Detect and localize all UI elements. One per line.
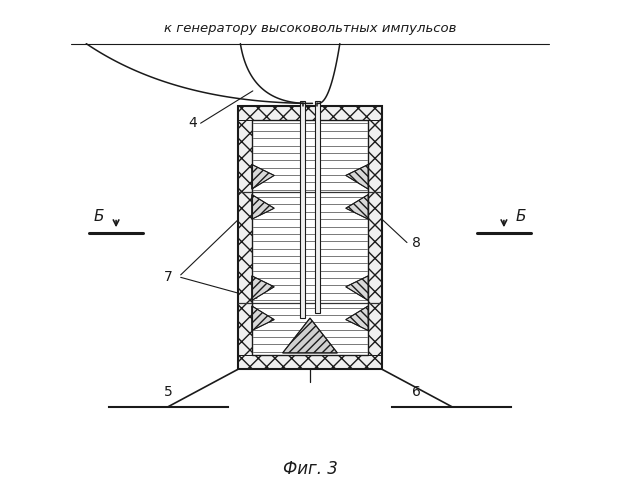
Text: 8: 8 [412,236,422,250]
Bar [315,101,320,313]
Text: 4: 4 [188,116,198,130]
Bar [252,120,368,356]
Bar [238,356,382,370]
Polygon shape [346,276,368,300]
Bar [300,101,305,318]
Text: 5: 5 [164,384,172,398]
Polygon shape [252,276,274,300]
Text: Б: Б [516,209,526,224]
Text: 7: 7 [164,270,172,284]
Polygon shape [252,194,274,219]
Polygon shape [346,164,368,189]
Polygon shape [346,306,368,330]
Polygon shape [252,306,274,330]
Bar [238,106,382,120]
Text: к генератору высоковольтных импульсов: к генератору высоковольтных импульсов [164,22,456,35]
Polygon shape [252,164,274,189]
Bar [238,106,382,370]
Polygon shape [283,318,337,353]
Text: Фиг. 3: Фиг. 3 [283,460,337,478]
Bar [252,120,368,356]
Bar [238,120,252,356]
Polygon shape [346,194,368,219]
Bar [368,120,382,356]
Text: Б: Б [94,209,104,224]
Text: 6: 6 [412,384,422,398]
